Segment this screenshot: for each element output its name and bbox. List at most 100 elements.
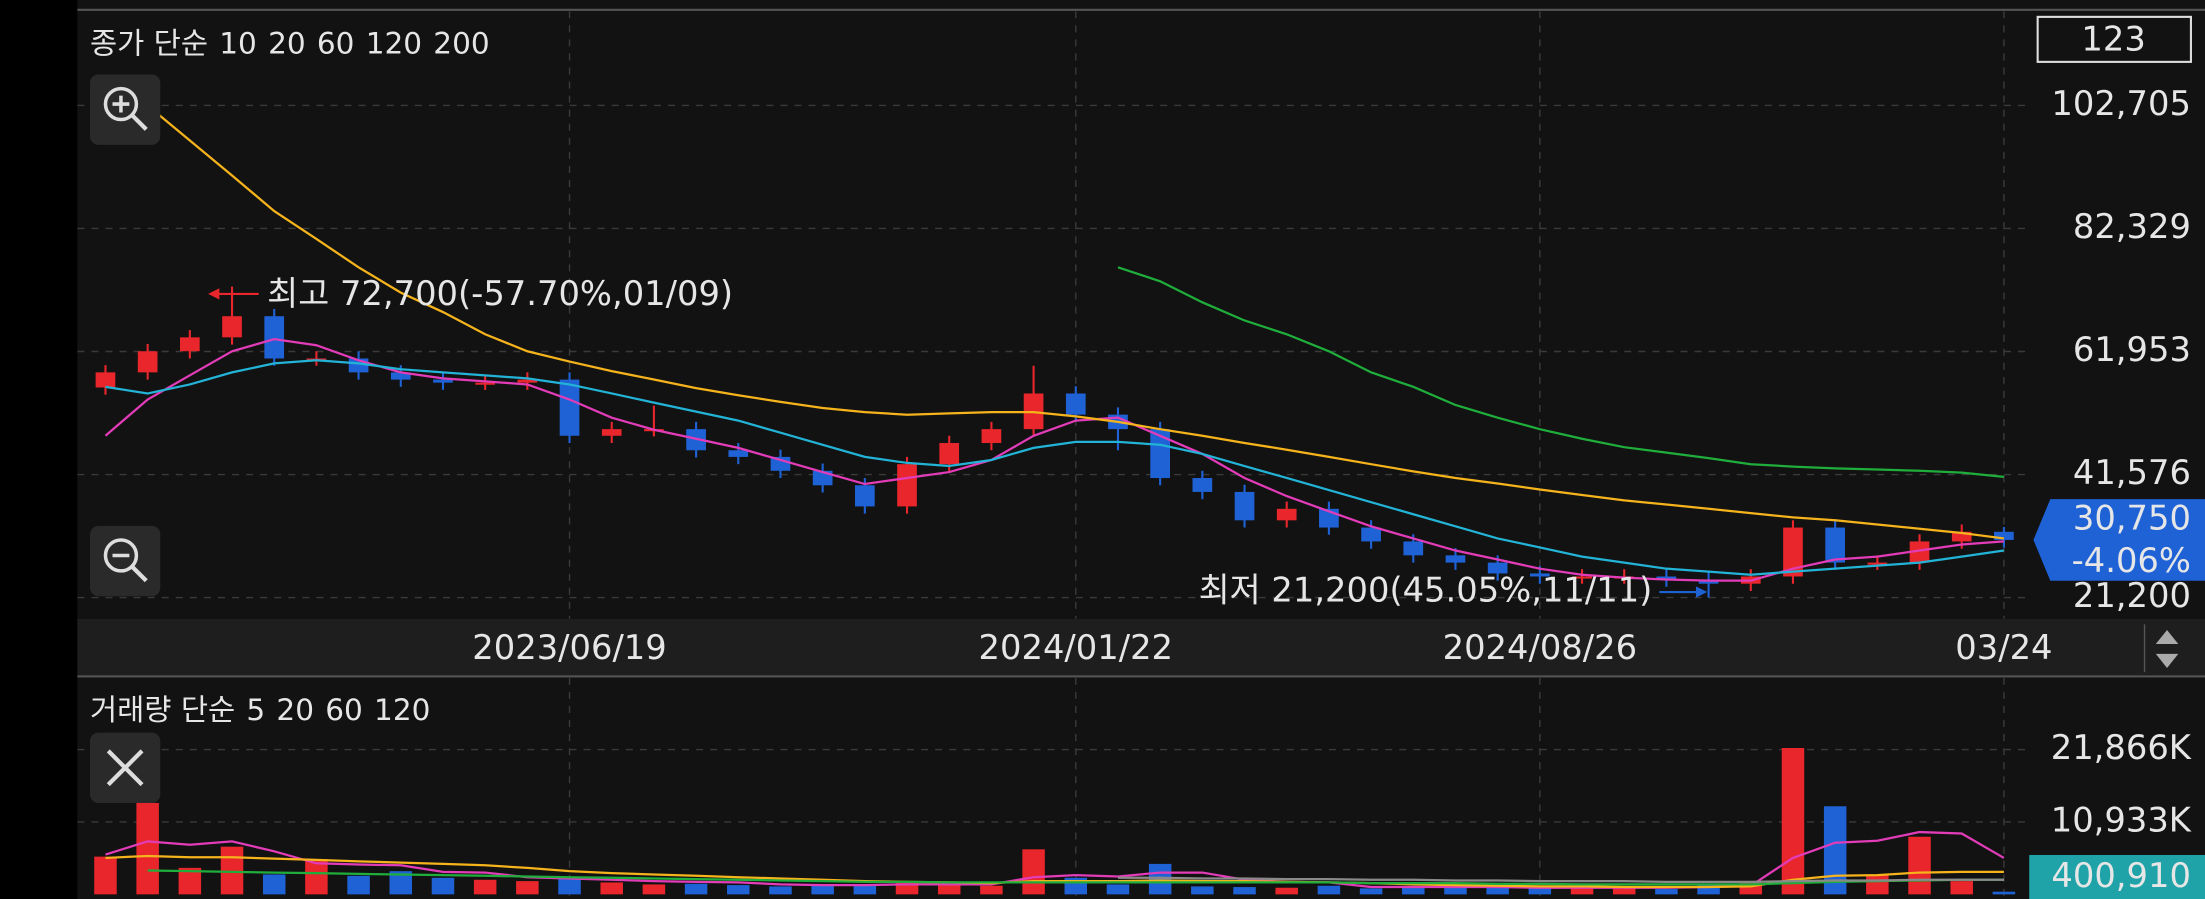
- close-button[interactable]: [90, 732, 161, 803]
- volume-bar: [1823, 806, 1847, 895]
- overlay: 2023/06/19 2024/01/22 2024/08/26 03/24 21,20…: [90, 26, 2205, 899]
- price-panel: [77, 0, 2205, 619]
- volume-bar: [1697, 884, 1720, 895]
- volume-bar: [262, 874, 286, 895]
- x-tick-label: 2024/01/22: [979, 628, 1173, 667]
- candle-body: [728, 450, 749, 457]
- volume-bar: [1866, 874, 1889, 895]
- change-label: -4.06%: [2072, 541, 2191, 580]
- y-tick-label: 61,953: [2073, 330, 2191, 369]
- volume-bar: [1106, 884, 1130, 895]
- annotation-arrowhead: [208, 288, 220, 300]
- candle-body: [1403, 541, 1424, 556]
- candle-body: [601, 429, 622, 436]
- volume-bar: [1191, 886, 1214, 895]
- volume-bar: [1233, 887, 1256, 895]
- candle-body: [1951, 531, 1972, 542]
- legend-entry: 200: [433, 26, 489, 60]
- price-tag: [2033, 499, 2205, 581]
- candle-body: [1530, 573, 1550, 577]
- y-tick-label: 41,576: [2073, 453, 2191, 492]
- ma-line: [104, 338, 2004, 582]
- volume-bar: [1612, 887, 1636, 895]
- legend-entry: 120: [366, 26, 422, 60]
- candle-body: [95, 372, 116, 388]
- volume-plot: [77, 677, 2030, 899]
- legend-entry: 120: [374, 693, 430, 727]
- x-tick-label: 2023/06/19: [472, 628, 666, 667]
- price-plot: [77, 11, 2030, 619]
- candle-body: [1234, 491, 1255, 521]
- candle-body: [433, 379, 453, 383]
- volume-bar: [1908, 836, 1931, 895]
- candle-body: [1192, 478, 1213, 492]
- x-tick-label: 2024/08/26: [1443, 628, 1637, 667]
- volume-bar: [1781, 747, 1805, 895]
- candle-body: [1909, 541, 1930, 563]
- ma-line: [105, 359, 2005, 576]
- date-axis-bar: [77, 618, 2205, 677]
- volume-bar: [727, 885, 750, 895]
- candle-body: [1487, 562, 1508, 574]
- volume-bar: [811, 885, 834, 895]
- volume-bar: [136, 802, 159, 895]
- volume-bar: [1655, 889, 1678, 895]
- volume-bar: [1275, 887, 1298, 895]
- volume-panel: [77, 677, 2205, 899]
- count-box[interactable]: [2036, 15, 2192, 63]
- volume-bar: [1992, 891, 2016, 895]
- volume-bar: [389, 871, 413, 895]
- candle-body: [1150, 429, 1170, 479]
- candle-body: [981, 429, 1002, 444]
- candle-body: [1825, 527, 1845, 563]
- candle-body: [1783, 527, 1803, 577]
- ma-line: [1117, 266, 2005, 478]
- y-tick-label: 21,866K: [2051, 728, 2192, 767]
- candle-body: [1276, 508, 1297, 521]
- volume-bar: [937, 885, 961, 895]
- volume-bar: [305, 859, 328, 895]
- ma-line: [147, 869, 2004, 886]
- candle-body: [1361, 527, 1381, 542]
- legend-entry: 60: [325, 693, 363, 727]
- volume-bar: [1528, 888, 1552, 895]
- zoom-in-button[interactable]: [90, 74, 161, 145]
- volume-bar: [1402, 886, 1425, 895]
- candle-body: [1867, 562, 1888, 565]
- volume-bar: [769, 886, 792, 895]
- legend-entry: 60: [317, 26, 355, 60]
- count-label[interactable]: 123: [2081, 19, 2145, 58]
- scroll-up[interactable]: [2155, 629, 2179, 645]
- price-tag-label: 30,750: [2073, 499, 2191, 538]
- ma-line: [1117, 876, 2004, 883]
- volume-bar: [347, 875, 370, 895]
- volume-bar: [516, 881, 539, 895]
- volume-bar: [980, 885, 1003, 895]
- candle-body: [222, 316, 242, 338]
- volume-bar: [1317, 885, 1341, 895]
- y-tick-label: 21,200: [2073, 576, 2191, 615]
- candle-body: [1656, 576, 1677, 580]
- volume-bar: [853, 884, 877, 895]
- volume-bar: [1486, 887, 1509, 895]
- candle-body: [517, 379, 538, 383]
- candle-body: [1065, 393, 1086, 415]
- legend-entry: 10: [219, 26, 257, 60]
- candle-body: [1572, 576, 1592, 579]
- candle-body: [855, 485, 875, 507]
- legend-title: 종가 단순: [90, 26, 208, 60]
- legend-title: 거래량 단순: [90, 693, 235, 727]
- volume-tag: [2029, 854, 2205, 899]
- candle-body: [897, 464, 917, 507]
- candle-body: [390, 372, 411, 380]
- zoom-out-button[interactable]: [90, 525, 161, 597]
- volume-bar: [558, 877, 581, 895]
- candle-body: [1994, 531, 2014, 540]
- candle-body: [939, 443, 960, 465]
- legend-entry: 5: [246, 693, 265, 727]
- volume-bar: [1444, 887, 1467, 895]
- annotation: 최고 72,700(-57.70%,01/09): [267, 274, 733, 313]
- legend-entry: 20: [268, 26, 306, 60]
- scroll-down[interactable]: [2155, 653, 2179, 668]
